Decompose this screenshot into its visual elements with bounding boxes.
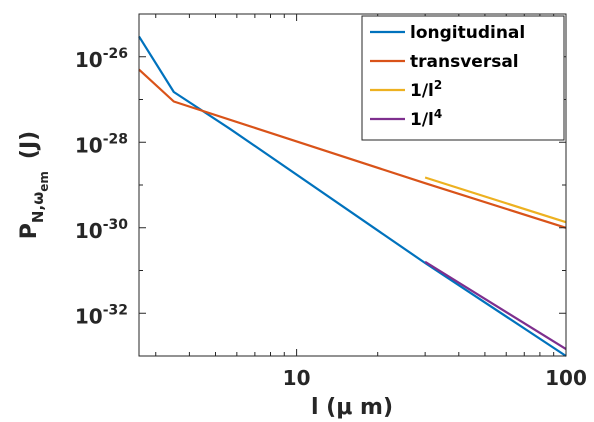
y-tick-label: 10-26 [75, 46, 128, 72]
x-tick-label: 10 [283, 366, 311, 390]
y-axis-label: PN,ωem(J) [17, 131, 51, 239]
series-line-2 [424, 176, 567, 224]
tick-labels: 10 100 10-26 10-28 10-30 10-32 [75, 46, 587, 390]
x-axis-label: l (μ m) [311, 395, 393, 420]
legend: longitudinal transversal 1/l2 1/l4 [361, 15, 565, 141]
y-tick-label: 10-30 [75, 217, 128, 243]
x-tick-label: 100 [545, 366, 587, 390]
y-tick-label: 10-28 [75, 131, 128, 157]
legend-label-0: longitudinal [410, 23, 525, 43]
legend-label-3: 1/l4 [410, 107, 442, 130]
y-tick-label: 10-32 [75, 302, 128, 328]
plot-lines [138, 35, 567, 357]
series-line-1 [138, 68, 567, 229]
series-line-3 [424, 260, 567, 351]
legend-label-2: 1/l2 [410, 78, 442, 101]
series-line-0 [138, 35, 567, 357]
legend-label-1: transversal [410, 52, 519, 72]
